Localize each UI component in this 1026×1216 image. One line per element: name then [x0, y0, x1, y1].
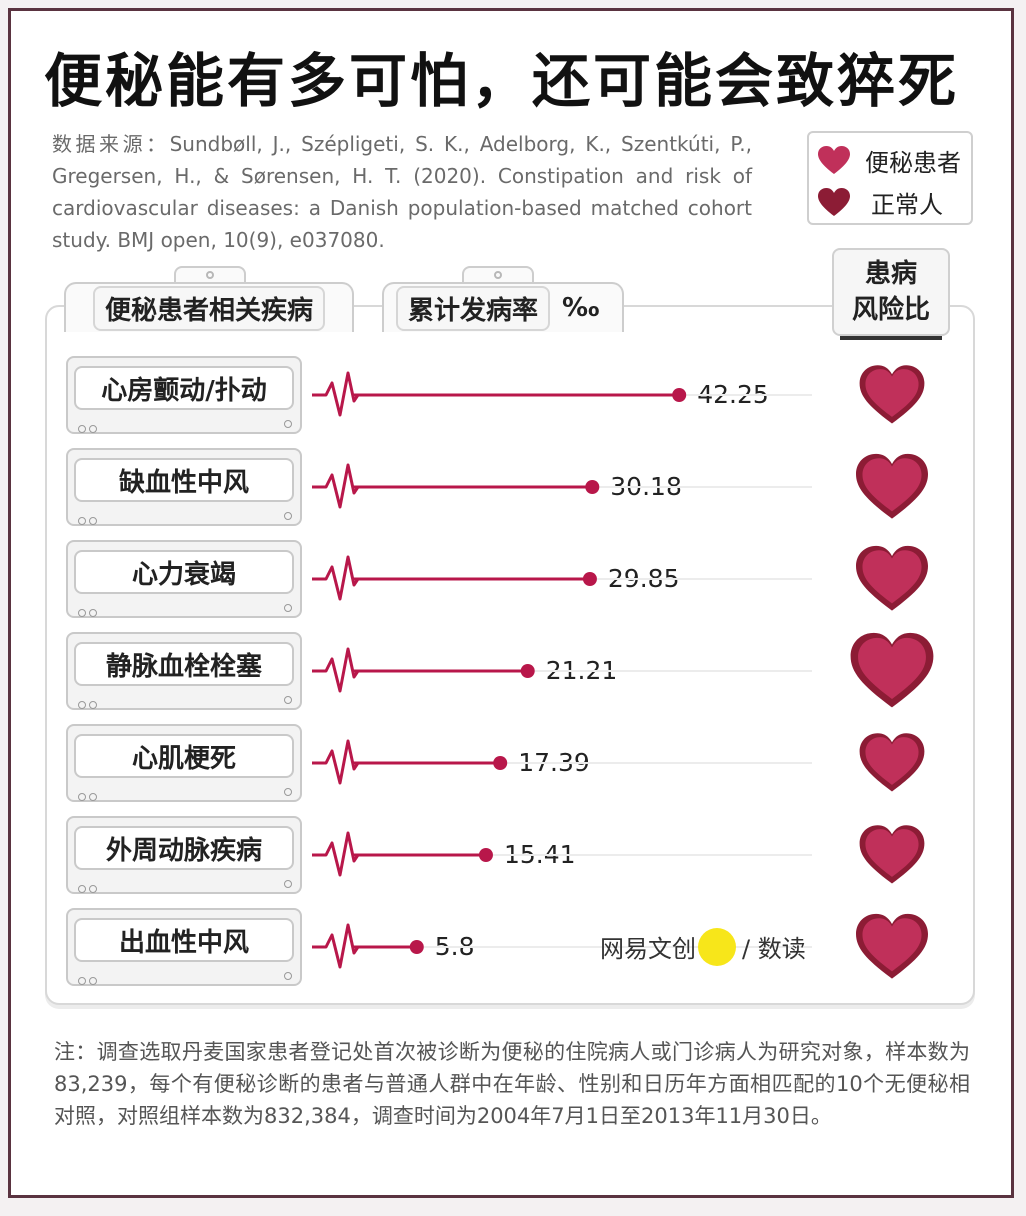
data-label: 29.85: [607, 564, 680, 593]
hazard-ratio-label: 1.27: [860, 375, 924, 408]
legend-label-normal: 正常人: [871, 191, 943, 219]
decorative-dots: [78, 878, 118, 893]
data-label: 5.8: [434, 932, 475, 961]
disease-label: 外周动脉疾病: [74, 826, 294, 870]
decorative-dot: [284, 972, 292, 980]
hazard-ratio-label: 1.34: [860, 835, 924, 868]
hazard-ratio-label: 1.50: [860, 467, 924, 500]
disease-label-box: 心肌梗死: [66, 724, 302, 802]
watermark: 网易文创 / 数读: [600, 928, 806, 966]
disease-label-box: 静脉血栓栓塞: [66, 632, 302, 710]
disease-label-box: 外周动脉疾病: [66, 816, 302, 894]
hazard-ratio-label: 1.52: [860, 559, 924, 592]
header-cumulative-label: 累计发病率: [396, 285, 551, 331]
tab-hanger: [462, 266, 534, 282]
header-risk-ratio: 患病 风险比: [832, 248, 950, 340]
decorative-dot: [284, 604, 292, 612]
data-label: 42.25: [697, 380, 769, 409]
disease-label: 缺血性中风: [74, 458, 294, 502]
decorative-dot: [284, 788, 292, 796]
decorative-dots: [78, 786, 118, 801]
decorative-dot: [284, 696, 292, 704]
sun-icon: [698, 928, 736, 966]
decorative-dots: [78, 418, 118, 433]
legend-item-patients: 便秘患者: [817, 143, 961, 178]
decorative-dot: [284, 420, 292, 428]
tab-hanger: [174, 266, 246, 282]
disease-label-box: 缺血性中风: [66, 448, 302, 526]
decorative-dots: [78, 970, 118, 985]
hazard-ratio-label: 2.04: [860, 651, 924, 684]
disease-label-box: 出血性中风: [66, 908, 302, 986]
disease-label: 心房颤动/扑动: [74, 366, 294, 410]
data-label: 17.39: [518, 748, 590, 777]
page-title: 便秘能有多可怕，还可能会致猝死: [44, 47, 960, 115]
header-risk-line1: 患病: [864, 259, 917, 289]
watermark-left: 网易文创: [600, 934, 696, 963]
header-risk-line2: 风险比: [851, 295, 930, 325]
header-disease-label: 便秘患者相关疾病: [92, 285, 325, 331]
disease-label: 出血性中风: [74, 918, 294, 962]
disease-label-box: 心房颤动/扑动: [66, 356, 302, 434]
disease-label: 静脉血栓栓塞: [74, 642, 294, 686]
hazard-ratio-label: 1.24: [860, 743, 924, 776]
hazard-ratio-label: 1.46: [860, 927, 924, 960]
decorative-dot: [284, 512, 292, 520]
header-cumulative: 累计发病率 ‰: [382, 282, 624, 332]
footnote: 注：调查选取丹麦国家患者登记处首次被诊断为便秘的住院病人或门诊病人为研究对象，样…: [54, 1040, 970, 1128]
decorative-dots: [78, 602, 118, 617]
decorative-dots: [78, 694, 118, 709]
decorative-dots: [78, 510, 118, 525]
watermark-right: / 数读: [742, 934, 806, 963]
heart-icon: [818, 187, 850, 216]
disease-label: 心肌梗死: [74, 734, 294, 778]
header-disease: 便秘患者相关疾病: [64, 282, 354, 332]
data-label: 30.18: [610, 472, 682, 501]
header-unit-label: ‰: [562, 293, 600, 323]
legend: 便秘患者 正常人: [807, 131, 973, 225]
heart-icon: [818, 145, 850, 174]
data-label: 21.21: [545, 656, 618, 685]
disease-label: 心力衰竭: [74, 550, 294, 594]
data-label: 15.41: [503, 840, 576, 869]
legend-item-normal: 正常人: [817, 185, 943, 220]
disease-label-box: 心力衰竭: [66, 540, 302, 618]
data-source: 数据来源：Sundbøll, J., Szépligeti, S. K., Ad…: [52, 132, 752, 252]
decorative-dot: [284, 880, 292, 888]
legend-label-patients: 便秘患者: [865, 149, 961, 177]
